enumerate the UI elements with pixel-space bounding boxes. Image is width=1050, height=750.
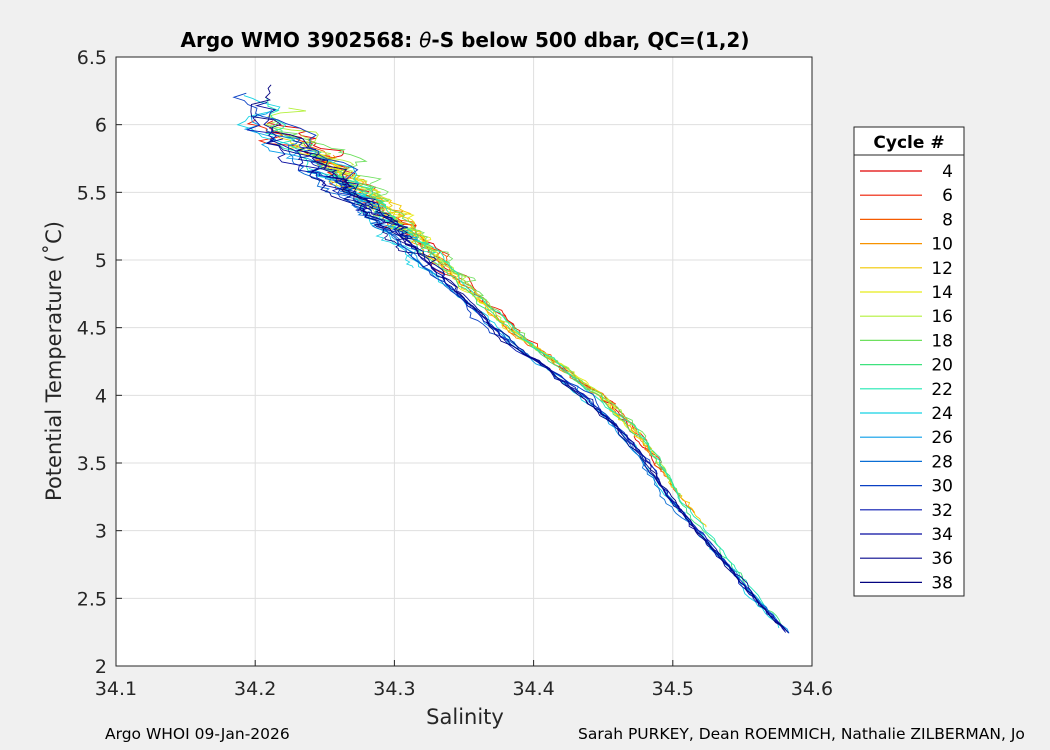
legend-label-38: 38	[931, 573, 953, 593]
y-axis-label: Potential Temperature (˚C)	[42, 221, 66, 501]
legend-label-30: 30	[931, 477, 953, 497]
legend-label-18: 18	[931, 331, 953, 351]
legend-label-36: 36	[931, 549, 953, 569]
series-line-cycle-22	[264, 98, 781, 626]
y-tick-label: 3.5	[77, 453, 107, 475]
legend-label-8: 8	[942, 210, 953, 230]
legend-label-22: 22	[931, 380, 953, 400]
legend-label-34: 34	[931, 525, 953, 545]
y-tick-label: 2.5	[77, 588, 107, 610]
y-tick-label: 5.5	[77, 182, 107, 204]
legend-box	[853, 126, 965, 597]
y-tick-label: 3	[95, 521, 107, 543]
chart-title: Argo WMO 3902568: θ-S below 500 dbar, QC…	[181, 28, 750, 52]
series-excursion-cycle-32	[292, 140, 420, 250]
legend-label-28: 28	[931, 452, 953, 472]
legend-label-32: 32	[931, 501, 953, 521]
legend-label-16: 16	[931, 307, 953, 327]
x-tick-label: 34.2	[234, 678, 276, 700]
legend-label-20: 20	[931, 356, 953, 376]
legend-label-10: 10	[931, 235, 953, 255]
legend-label-24: 24	[931, 404, 953, 424]
y-tick-label: 2	[95, 656, 107, 678]
series-excursion-cycle-28	[306, 169, 418, 241]
plot-area	[116, 57, 812, 666]
x-axis-label: Salinity	[426, 705, 504, 729]
axes-box	[115, 56, 813, 667]
series-line-cycle-32	[246, 114, 786, 632]
y-tick-label: 6.5	[77, 47, 107, 69]
legend-label-26: 26	[931, 428, 953, 448]
x-tick-label: 34.5	[652, 678, 694, 700]
series-excursion-cycle-12	[278, 132, 448, 264]
y-tick-label: 4	[95, 385, 107, 407]
series-line-cycle-38	[250, 84, 786, 630]
series-line-cycle-14	[287, 142, 642, 441]
series-excursion-cycle-18	[353, 174, 477, 283]
legend: Cycle # 4 6 8 10 12 14 16 18 20 22 24 26 28 30 32 34 36 3…	[853, 126, 965, 597]
y-tick-label: 5	[95, 250, 107, 272]
title-prefix: Argo WMO 3902568:	[181, 28, 420, 52]
series-excursion-cycle-36	[298, 155, 413, 246]
legend-label-12: 12	[931, 259, 953, 279]
x-tick-label: 34.1	[95, 678, 137, 700]
x-tick-label: 34.3	[373, 678, 415, 700]
x-tick-label: 34.4	[512, 678, 554, 700]
x-tick-label: 34.6	[791, 678, 833, 700]
y-tick-label: 6	[95, 115, 107, 137]
legend-title: Cycle #	[873, 133, 944, 153]
title-theta: θ	[419, 28, 431, 52]
footer-right: Sarah PURKEY, Dean ROEMMICH, Nathalie ZI…	[578, 725, 1025, 743]
legend-label-6: 6	[942, 186, 953, 206]
legend-label-4: 4	[942, 162, 953, 182]
series-lines	[232, 84, 790, 634]
y-tick-label: 4.5	[77, 318, 107, 340]
series-excursion-cycle-38	[326, 174, 437, 268]
legend-label-14: 14	[931, 283, 953, 303]
footer-left: Argo WHOI 09-Jan-2026	[105, 725, 290, 743]
axis-ticks: 34.1 34.2 34.3 34.4 34.5 34.6 2 2.5 3 3.5 4 4.5 5 5.5…	[77, 47, 833, 700]
title-suffix: -S below 500 dbar, QC=(1,2)	[431, 28, 749, 52]
series-excursion-cycle-24	[307, 167, 417, 269]
